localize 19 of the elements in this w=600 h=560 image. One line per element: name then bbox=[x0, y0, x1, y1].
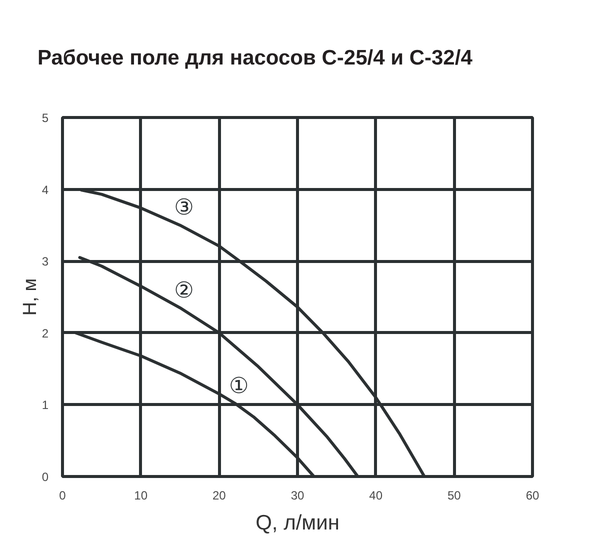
x-axis-title: Q, л/мин bbox=[256, 512, 340, 534]
y-tick-label: 4 bbox=[42, 182, 49, 197]
y-tick-label: 1 bbox=[42, 398, 49, 412]
x-tick-label: 30 bbox=[290, 488, 304, 502]
y-tick-label: 5 bbox=[42, 111, 49, 125]
x-tick-label: 50 bbox=[447, 488, 462, 502]
series-label: ② bbox=[174, 278, 194, 304]
x-tick-label: 40 bbox=[369, 488, 383, 502]
series-label: ① bbox=[228, 374, 249, 399]
x-tick-label: 10 bbox=[134, 488, 148, 502]
chart-title: Рабочее поле для насосов С-25/4 и С-32/4 bbox=[38, 46, 473, 70]
y-tick-label: 3 bbox=[42, 254, 49, 269]
y-axis-title: H, м bbox=[20, 278, 41, 316]
y-tick-label: 0 bbox=[42, 470, 49, 484]
series-label: ③ bbox=[174, 196, 194, 221]
x-tick-label: 0 bbox=[59, 488, 66, 502]
x-tick-label: 60 bbox=[526, 488, 540, 502]
y-tick-label: 2 bbox=[42, 326, 49, 340]
x-tick-label: 20 bbox=[212, 488, 226, 502]
